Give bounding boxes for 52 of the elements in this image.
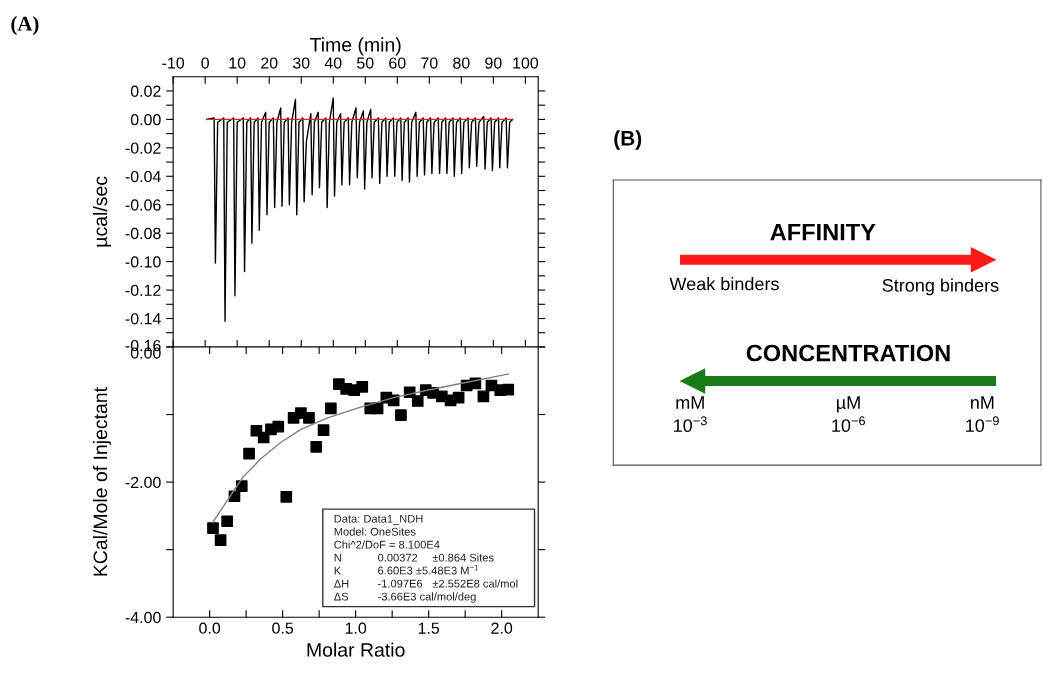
text: ΔS -3.66E3 cal/mol/deg	[334, 592, 476, 603]
text: mM	[676, 396, 704, 409]
x-axis-title: Molar Ratio	[307, 642, 405, 657]
annotation: Model: OneSites	[334, 527, 416, 536]
text: AFFINITY	[770, 223, 876, 241]
x-tick-label: 0.5	[272, 622, 294, 634]
text: Strong binders	[882, 278, 999, 296]
x-tick-label: -10	[162, 57, 185, 69]
text: CONCENTRATION	[746, 344, 950, 362]
x-tick-label: 80	[453, 57, 470, 69]
y-tick-label: 0.02	[130, 85, 161, 97]
text: 10$^{−6}$	[832, 416, 865, 433]
x-tick-label: 30	[292, 57, 310, 69]
y-tick-label: -0.10	[125, 256, 161, 268]
text: N 0.00372 ±0.864 Sites	[334, 553, 494, 562]
x-tick-label: 70	[421, 57, 438, 69]
x-tick-label: 50	[357, 57, 374, 69]
line-series	[206, 97, 514, 323]
y-tick-label: -0.14	[125, 313, 161, 325]
y-axis-title: KCal/Mole of Injectant	[92, 387, 112, 576]
x-tick-label: 1.0	[345, 622, 367, 634]
y-tick-label: -0.08	[125, 227, 161, 240]
x-tick-label: 20	[261, 57, 278, 69]
x-tick-label: 2.0	[491, 622, 513, 634]
x-tick-label: 1.5	[418, 622, 440, 634]
text: 10$^{−3}$	[674, 416, 707, 433]
text: ΔH -1.097E6 ±2.552E8 cal/mol	[334, 579, 518, 588]
y-tick-label: -0.04	[125, 170, 161, 183]
x-axis-title: Time (min)	[310, 37, 401, 56]
annotation: Data: Data1_NDH	[334, 514, 423, 525]
x-tick-label: 100	[513, 57, 539, 69]
x-tick-label: 40	[324, 57, 342, 69]
x-tick-label: 90	[485, 57, 502, 69]
text: 10$^{−9}$	[966, 416, 999, 433]
text: nM	[970, 396, 994, 409]
y-tick-label: -0.12	[125, 284, 161, 297]
text: (B)	[614, 130, 642, 150]
x-tick-label: 0.0	[199, 622, 221, 634]
x-tick-label: 10	[229, 57, 246, 69]
y-tick-label: 0.00	[130, 114, 161, 126]
y-tick-label: -2.00	[125, 476, 161, 489]
text: Weak binders	[669, 277, 779, 291]
x-tick-label: 60	[389, 57, 406, 69]
text: K 6.60E3 ±5.48E3 M$^{−1}$	[334, 564, 479, 575]
y-axis-title: µcal/sec	[92, 176, 112, 247]
text: (A)	[11, 16, 39, 35]
annotation: Chi^2/DoF = 8.100E4	[334, 540, 440, 549]
x-tick-label: 0	[201, 57, 209, 69]
text: µM	[836, 396, 860, 413]
y-tick-label: -0.02	[125, 142, 161, 154]
y-tick-label: -0.06	[125, 199, 161, 211]
y-tick-label: -4.00	[125, 611, 161, 624]
